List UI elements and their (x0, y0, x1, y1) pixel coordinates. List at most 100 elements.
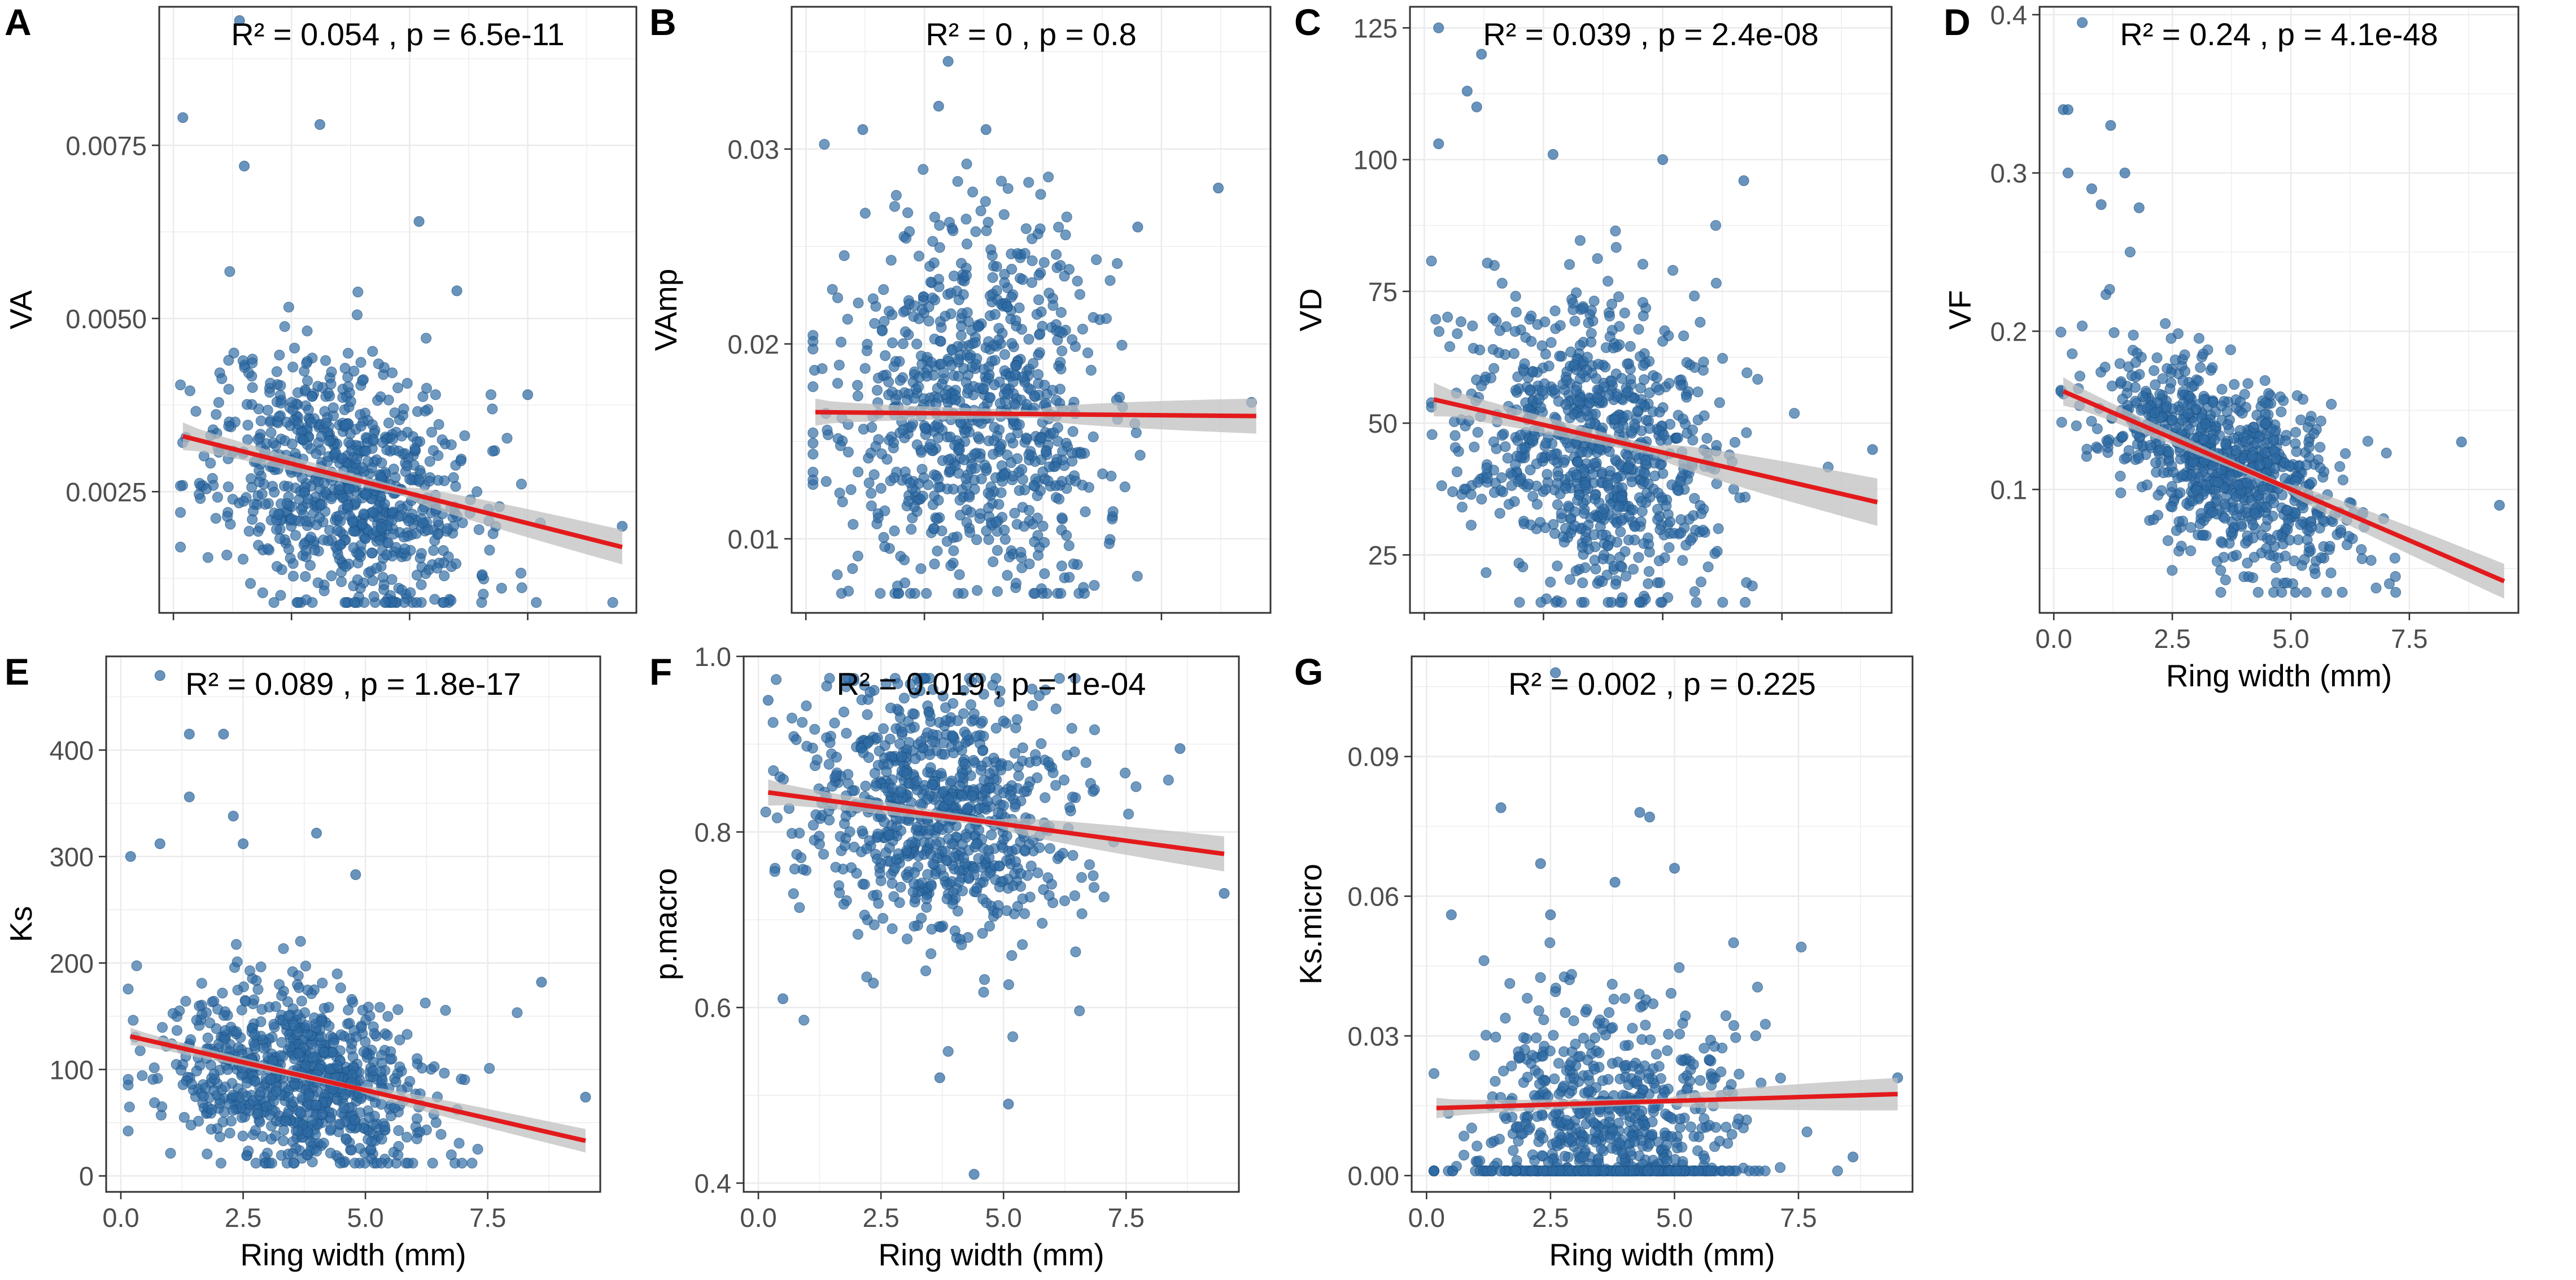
data-point (1089, 580, 1100, 591)
data-point (337, 452, 348, 464)
data-point (1082, 347, 1094, 359)
data-point (487, 403, 498, 415)
data-point (1634, 597, 1645, 608)
data-point (807, 474, 819, 486)
data-point (322, 535, 334, 546)
data-point (1711, 546, 1723, 557)
data-point (268, 1018, 280, 1030)
data-point (472, 1143, 483, 1155)
data-point (1579, 562, 1591, 573)
data-point (900, 233, 912, 244)
data-point (2193, 333, 2204, 344)
data-point (1714, 397, 1725, 408)
data-point (875, 482, 887, 494)
data-point (916, 912, 927, 924)
data-point (972, 321, 984, 333)
data-point (1488, 436, 1499, 447)
data-point (147, 1074, 159, 1085)
data-point (1059, 271, 1070, 282)
data-point (901, 933, 913, 944)
data-point (807, 381, 819, 393)
data-point (1561, 375, 1573, 386)
data-point (1455, 316, 1466, 328)
data-point (283, 302, 294, 313)
data-point (343, 483, 355, 494)
data-point-outlier (125, 851, 136, 862)
data-point (1053, 493, 1065, 505)
data-point (1494, 508, 1505, 519)
data-point (357, 519, 368, 530)
data-point (1602, 540, 1613, 551)
data-point (426, 426, 438, 438)
data-point (945, 463, 956, 474)
data-point (300, 960, 312, 972)
data-point (852, 390, 863, 402)
data-point (838, 706, 850, 718)
data-point (376, 1099, 387, 1110)
data-point (388, 528, 399, 540)
data-point (963, 383, 974, 395)
data-point (307, 1114, 318, 1126)
data-point (1592, 392, 1603, 403)
data-point (222, 1064, 233, 1076)
data-point (991, 261, 1002, 272)
data-point (398, 403, 409, 415)
data-point (1543, 360, 1555, 372)
data-point (986, 250, 998, 262)
data-point (2276, 406, 2287, 417)
data-point (909, 921, 920, 932)
data-point-outlier (2062, 167, 2073, 178)
data-point (2215, 586, 2226, 598)
data-point (866, 487, 877, 499)
data-point (342, 499, 353, 511)
data-point (210, 512, 221, 524)
data-point (2337, 474, 2348, 486)
data-point (373, 358, 384, 369)
data-point (1010, 315, 1021, 326)
data-point (208, 480, 219, 491)
data-point (961, 517, 972, 528)
data-point (1523, 478, 1534, 490)
data-point (841, 728, 852, 739)
panel-a: R² = 0.054 , p = 6.5e-11A0.00250.00500.0… (3, 1, 638, 620)
data-point (1734, 492, 1745, 503)
data-point (2151, 352, 2163, 364)
data-point-outlier (980, 124, 992, 135)
data-point (2185, 545, 2197, 556)
data-point (356, 462, 368, 473)
y-tick-label: 0 (79, 1161, 94, 1191)
data-point (1572, 395, 1583, 407)
data-point-outlier (1461, 85, 1473, 97)
data-point (221, 549, 233, 561)
x-tick-label: 7.5 (2391, 624, 2427, 654)
data-point (1581, 364, 1592, 376)
data-point (1637, 297, 1648, 308)
data-point (2234, 425, 2246, 436)
data-point (950, 394, 961, 406)
data-point (892, 580, 903, 591)
data-point (901, 768, 912, 780)
data-point (978, 986, 989, 998)
data-point (862, 709, 873, 720)
data-point (342, 347, 354, 359)
data-point (1695, 316, 1706, 328)
x-axis (805, 613, 1163, 620)
data-point-outlier (536, 977, 547, 988)
data-point (238, 495, 249, 507)
data-point (223, 420, 234, 432)
data-point (984, 392, 996, 403)
data-point (1037, 520, 1049, 532)
data-point (165, 1147, 176, 1159)
data-point (1747, 580, 1758, 591)
panel-letter: D (1944, 1, 1971, 43)
data-point (1665, 516, 1676, 528)
data-point (928, 257, 940, 268)
data-point (1051, 394, 1062, 406)
data-point (817, 363, 828, 375)
data-point (1689, 586, 1700, 598)
data-point (1500, 441, 1511, 452)
data-point (1048, 427, 1059, 438)
data-point (417, 504, 429, 516)
data-point (340, 1134, 352, 1146)
data-point (2242, 378, 2254, 389)
